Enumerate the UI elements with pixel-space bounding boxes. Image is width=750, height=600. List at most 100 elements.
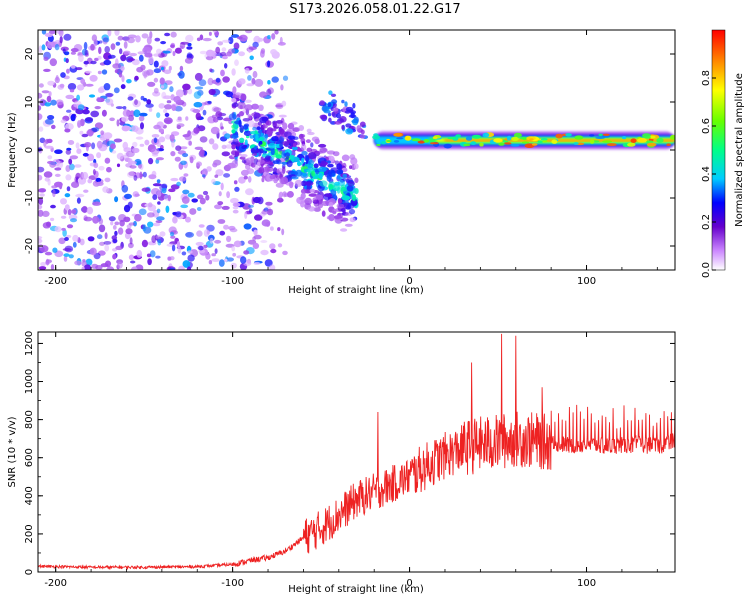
spectrogram-noise-cell bbox=[77, 104, 85, 111]
spectrogram-noise-cell bbox=[269, 264, 276, 270]
spectrogram-noise-cell bbox=[115, 245, 123, 251]
spectrogram-x-tick-label: 100 bbox=[577, 276, 596, 287]
spectrogram-noise-cell bbox=[83, 216, 93, 222]
snr-y-tick-label: 200 bbox=[24, 524, 35, 543]
spectrogram-noise-cell bbox=[64, 237, 69, 241]
spectrogram-noise-cell bbox=[92, 169, 96, 175]
spectrogram-noise-cell bbox=[234, 59, 239, 66]
spectrogram-feature-cell bbox=[231, 98, 237, 103]
colorbar-tick-label: 0.0 bbox=[701, 262, 712, 278]
spectrogram-noise-cell bbox=[135, 136, 144, 140]
spectrogram-noise-cell bbox=[146, 69, 154, 76]
spectrogram-noise-cell bbox=[210, 126, 220, 135]
spectrogram-noise-cell bbox=[107, 30, 112, 37]
spectrogram-noise-cell bbox=[38, 45, 43, 54]
spectrogram-noise-cell bbox=[68, 254, 74, 259]
spectrogram-noise-cell bbox=[117, 227, 124, 235]
spectrogram-noise-cell bbox=[214, 248, 218, 254]
spectrogram-noise-cell bbox=[74, 164, 82, 168]
spectrogram-noise-cell bbox=[156, 157, 164, 161]
spectrogram-noise-cell bbox=[122, 36, 130, 42]
spectrogram-feature-cell bbox=[344, 110, 351, 114]
spectrogram-noise-cell bbox=[54, 149, 63, 154]
spectrogram-noise-cell bbox=[96, 234, 103, 240]
spectrogram-noise-cell bbox=[114, 30, 120, 36]
spectrogram-carrier-cell bbox=[645, 140, 654, 144]
spectrogram-noise-cell bbox=[141, 33, 149, 39]
spectrogram-noise-cell bbox=[76, 197, 81, 204]
spectrogram-noise-cell bbox=[247, 75, 252, 81]
spectrogram-feature-cell bbox=[352, 102, 356, 109]
snr-x-tick-label: 100 bbox=[577, 578, 596, 589]
spectrogram-carrier-cell bbox=[646, 142, 657, 147]
spectrogram-noise-cell bbox=[70, 218, 77, 223]
spectrogram-noise-cell bbox=[201, 174, 206, 178]
spectrogram-noise-cell bbox=[175, 211, 182, 218]
spectrogram-noise-cell bbox=[138, 54, 144, 62]
spectrogram-feature-cell bbox=[257, 161, 261, 166]
spectrogram-noise-cell bbox=[195, 241, 204, 246]
spectrogram-feature-cell bbox=[349, 154, 356, 160]
spectrogram-noise-cell bbox=[66, 224, 74, 229]
spectrogram-noise-cell bbox=[221, 205, 230, 210]
spectrogram-noise-cell bbox=[154, 37, 161, 42]
spectrogram-noise-cell bbox=[148, 202, 153, 208]
spectrogram-noise-cell bbox=[103, 59, 112, 66]
spectrogram-feature-cell bbox=[327, 163, 334, 168]
spectrogram-noise-cell bbox=[150, 148, 160, 155]
spectrogram-feature-cell bbox=[340, 228, 348, 232]
spectrogram-noise-cell bbox=[193, 91, 202, 99]
spectrogram-noise-cell bbox=[138, 208, 147, 216]
spectrogram-feature-cell bbox=[332, 208, 337, 215]
spectrogram-noise-cell bbox=[124, 193, 132, 199]
spectrogram-noise-cell bbox=[41, 90, 50, 94]
spectrogram-feature-cell bbox=[315, 194, 324, 200]
spectrogram-noise-cell bbox=[85, 70, 92, 74]
spectrogram-noise-cell bbox=[206, 224, 215, 232]
spectrogram-noise-cell bbox=[102, 37, 110, 43]
spectrogram-feature-cell bbox=[344, 101, 348, 107]
spectrogram-noise-cell bbox=[90, 60, 97, 65]
spectrogram-feature-cell bbox=[349, 217, 356, 223]
spectrogram-feature-cell bbox=[232, 138, 239, 145]
spectrogram-noise-cell bbox=[161, 187, 167, 194]
spectrogram-feature-cell bbox=[245, 157, 255, 163]
spectrogram-noise-cell bbox=[205, 252, 211, 260]
spectrogram-feature-cell bbox=[321, 105, 329, 112]
spectrogram-noise-cell bbox=[220, 69, 225, 77]
spectrogram-feature-cell bbox=[276, 169, 280, 174]
spectrogram-noise-cell bbox=[38, 238, 43, 244]
spectrogram-feature-cell bbox=[278, 114, 287, 118]
spectrogram-noise-cell bbox=[253, 35, 261, 44]
spectrogram-noise-cell bbox=[99, 241, 105, 246]
spectrogram-noise-cell bbox=[147, 258, 152, 266]
spectrogram-noise-cell bbox=[222, 55, 228, 60]
spectrogram-noise-cell bbox=[95, 181, 104, 186]
spectrogram-noise-cell bbox=[140, 122, 144, 130]
spectrogram-noise-cell bbox=[166, 100, 172, 104]
spectrogram-noise-cell bbox=[238, 176, 246, 184]
spectrogram-noise-cell bbox=[245, 30, 253, 34]
spectrogram-feature-cell bbox=[359, 134, 366, 139]
spectrogram-noise-cell bbox=[189, 208, 197, 215]
spectrogram-noise-cell bbox=[164, 32, 171, 37]
spectrogram-noise-cell bbox=[115, 41, 121, 46]
spectrogram-noise-cell bbox=[121, 116, 129, 122]
spectrogram-feature-cell bbox=[287, 135, 296, 140]
spectrogram-feature-cell bbox=[282, 122, 288, 130]
spectrogram-feature-cell bbox=[318, 166, 327, 172]
spectrogram-noise-cell bbox=[58, 30, 64, 37]
spectrogram-feature-cell bbox=[319, 147, 328, 153]
spectrogram-noise-cell bbox=[66, 109, 72, 113]
spectrogram-noise-cell bbox=[112, 225, 117, 230]
spectrogram-feature-cell bbox=[334, 181, 340, 186]
spectrogram-noise-cell bbox=[67, 140, 75, 145]
spectrogram-feature-cell bbox=[310, 148, 318, 153]
spectrogram-noise-cell bbox=[266, 208, 274, 216]
spectrogram-noise-cell bbox=[220, 182, 224, 191]
spectrogram-feature-cell bbox=[310, 142, 314, 148]
spectrogram-feature-cell bbox=[341, 125, 345, 130]
spectrogram-feature-cell bbox=[265, 165, 270, 173]
spectrogram-noise-cell bbox=[198, 249, 206, 254]
spectrogram-feature-cell bbox=[327, 102, 332, 108]
